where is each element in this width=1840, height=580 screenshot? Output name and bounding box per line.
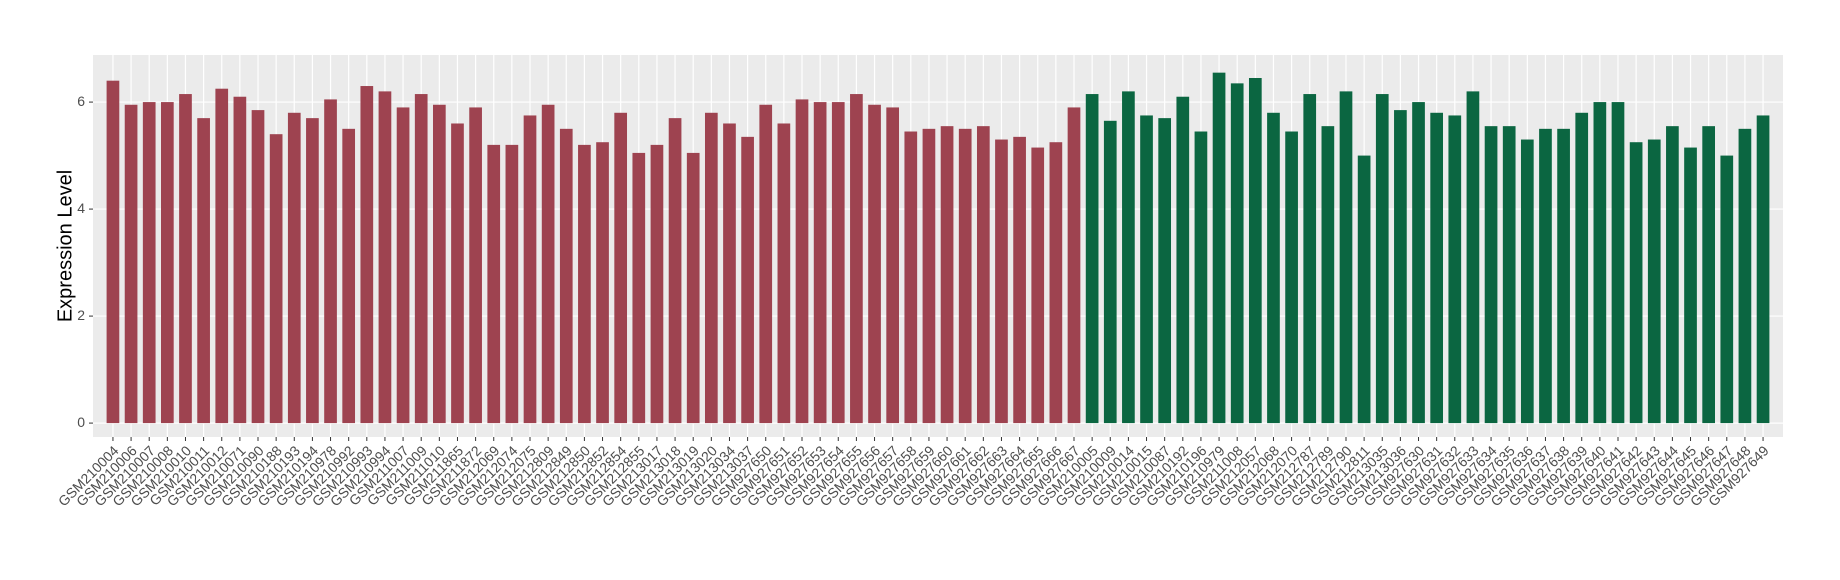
y-tick-label: 2 xyxy=(77,307,85,323)
bar xyxy=(1375,94,1389,424)
bar xyxy=(1448,115,1462,424)
bar xyxy=(324,99,337,424)
bar xyxy=(650,144,664,424)
bar xyxy=(922,128,936,424)
bar xyxy=(1031,147,1045,424)
bar xyxy=(1357,155,1371,424)
bar xyxy=(432,104,446,424)
bar xyxy=(269,134,283,424)
bar xyxy=(378,91,392,424)
bar xyxy=(559,128,573,424)
bar xyxy=(723,123,736,424)
bar xyxy=(1176,96,1190,424)
bar xyxy=(396,107,410,424)
bar xyxy=(1158,118,1172,424)
bar xyxy=(1593,102,1607,424)
bar xyxy=(142,102,156,424)
bar xyxy=(360,86,374,424)
bar xyxy=(233,96,247,424)
bar xyxy=(1230,83,1244,424)
bar xyxy=(795,99,809,424)
y-axis-label: Expression Level xyxy=(54,170,76,322)
bar xyxy=(1575,112,1589,424)
bar xyxy=(1557,128,1570,424)
bar xyxy=(179,94,192,424)
bar xyxy=(578,144,591,424)
bar xyxy=(614,112,628,424)
bar xyxy=(831,102,845,424)
bar xyxy=(342,128,356,424)
y-tick-label: 0 xyxy=(77,414,85,430)
bar xyxy=(686,152,700,424)
bar xyxy=(1339,91,1353,424)
bar xyxy=(1049,142,1063,424)
bar xyxy=(850,94,863,424)
bar xyxy=(1140,115,1153,424)
bar xyxy=(541,104,555,424)
bar xyxy=(886,107,900,424)
bar xyxy=(306,118,319,424)
bar xyxy=(1466,91,1480,424)
bar xyxy=(596,142,609,424)
bar xyxy=(1611,102,1625,424)
bar xyxy=(1212,72,1226,424)
bar xyxy=(251,110,265,424)
bar xyxy=(995,139,1008,424)
bar xyxy=(632,152,646,424)
bar xyxy=(1267,112,1280,424)
bar xyxy=(904,131,918,424)
bar xyxy=(1321,126,1335,424)
bar xyxy=(704,112,718,424)
y-tick-label: 6 xyxy=(77,93,85,109)
bar xyxy=(1248,78,1262,424)
bar xyxy=(1122,91,1135,424)
bar xyxy=(1666,126,1679,424)
bar xyxy=(106,80,120,424)
bar xyxy=(1085,94,1099,424)
bar xyxy=(1303,94,1317,424)
bar xyxy=(1067,107,1081,424)
bar xyxy=(976,126,990,424)
bar xyxy=(868,104,881,424)
bar xyxy=(813,102,827,424)
bar xyxy=(1394,110,1407,424)
bar xyxy=(940,126,954,424)
panel xyxy=(93,55,1783,437)
bar xyxy=(215,88,229,424)
bar xyxy=(1684,147,1697,424)
bar xyxy=(1756,115,1770,424)
bar xyxy=(1629,142,1643,424)
bar xyxy=(1502,126,1516,424)
bar xyxy=(1285,131,1298,424)
bar xyxy=(1738,128,1752,424)
bar xyxy=(197,118,210,424)
bar xyxy=(668,118,682,424)
bar xyxy=(1484,126,1498,424)
bar xyxy=(469,107,482,424)
bar xyxy=(1412,102,1425,424)
y-tick-label: 4 xyxy=(77,200,85,216)
bar xyxy=(958,128,972,424)
bar xyxy=(124,104,138,424)
bar xyxy=(523,115,537,424)
bar xyxy=(451,123,464,424)
bar xyxy=(287,112,301,424)
bar xyxy=(160,102,174,424)
bar xyxy=(1647,139,1661,424)
bar xyxy=(1013,136,1026,424)
bar xyxy=(1702,126,1716,424)
bar xyxy=(759,104,773,424)
bar xyxy=(1103,120,1117,424)
bar xyxy=(505,144,519,424)
bar xyxy=(1720,155,1734,424)
bar xyxy=(741,136,754,424)
bar xyxy=(414,94,428,424)
bar xyxy=(777,123,791,424)
bar xyxy=(1194,131,1208,424)
bar xyxy=(487,144,501,424)
bar xyxy=(1430,112,1444,424)
bar xyxy=(1520,139,1534,424)
bar xyxy=(1539,128,1552,424)
